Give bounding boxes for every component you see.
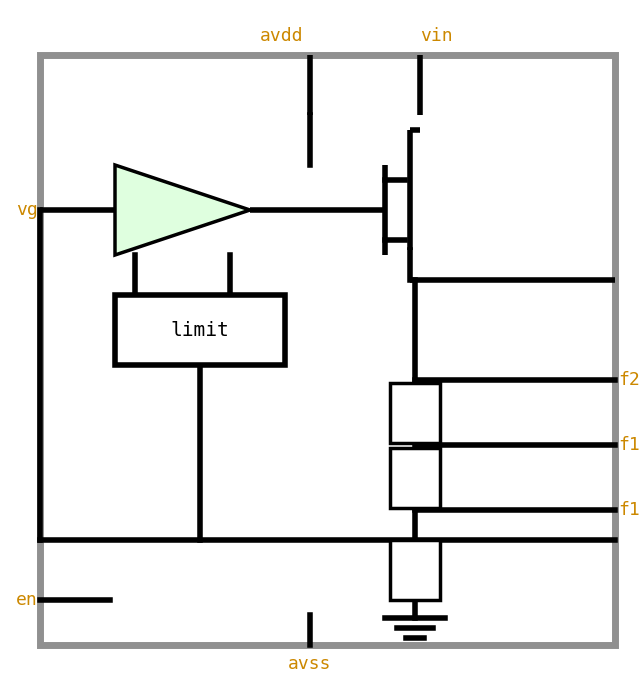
Text: avss: avss (288, 655, 332, 673)
Text: en: en (16, 591, 38, 609)
Text: f12: f12 (618, 501, 640, 519)
Bar (390, 447, 440, 508)
Bar (40, 55, 615, 645)
Text: avdd: avdd (259, 27, 303, 45)
Text: limit: limit (171, 321, 229, 340)
Bar (390, 382, 440, 442)
Text: f18: f18 (618, 436, 640, 454)
Text: vg: vg (16, 201, 38, 219)
Bar (115, 295, 285, 365)
Bar (390, 540, 440, 600)
Text: f25: f25 (618, 371, 640, 389)
Text: vin: vin (420, 27, 452, 45)
Polygon shape (115, 165, 250, 255)
